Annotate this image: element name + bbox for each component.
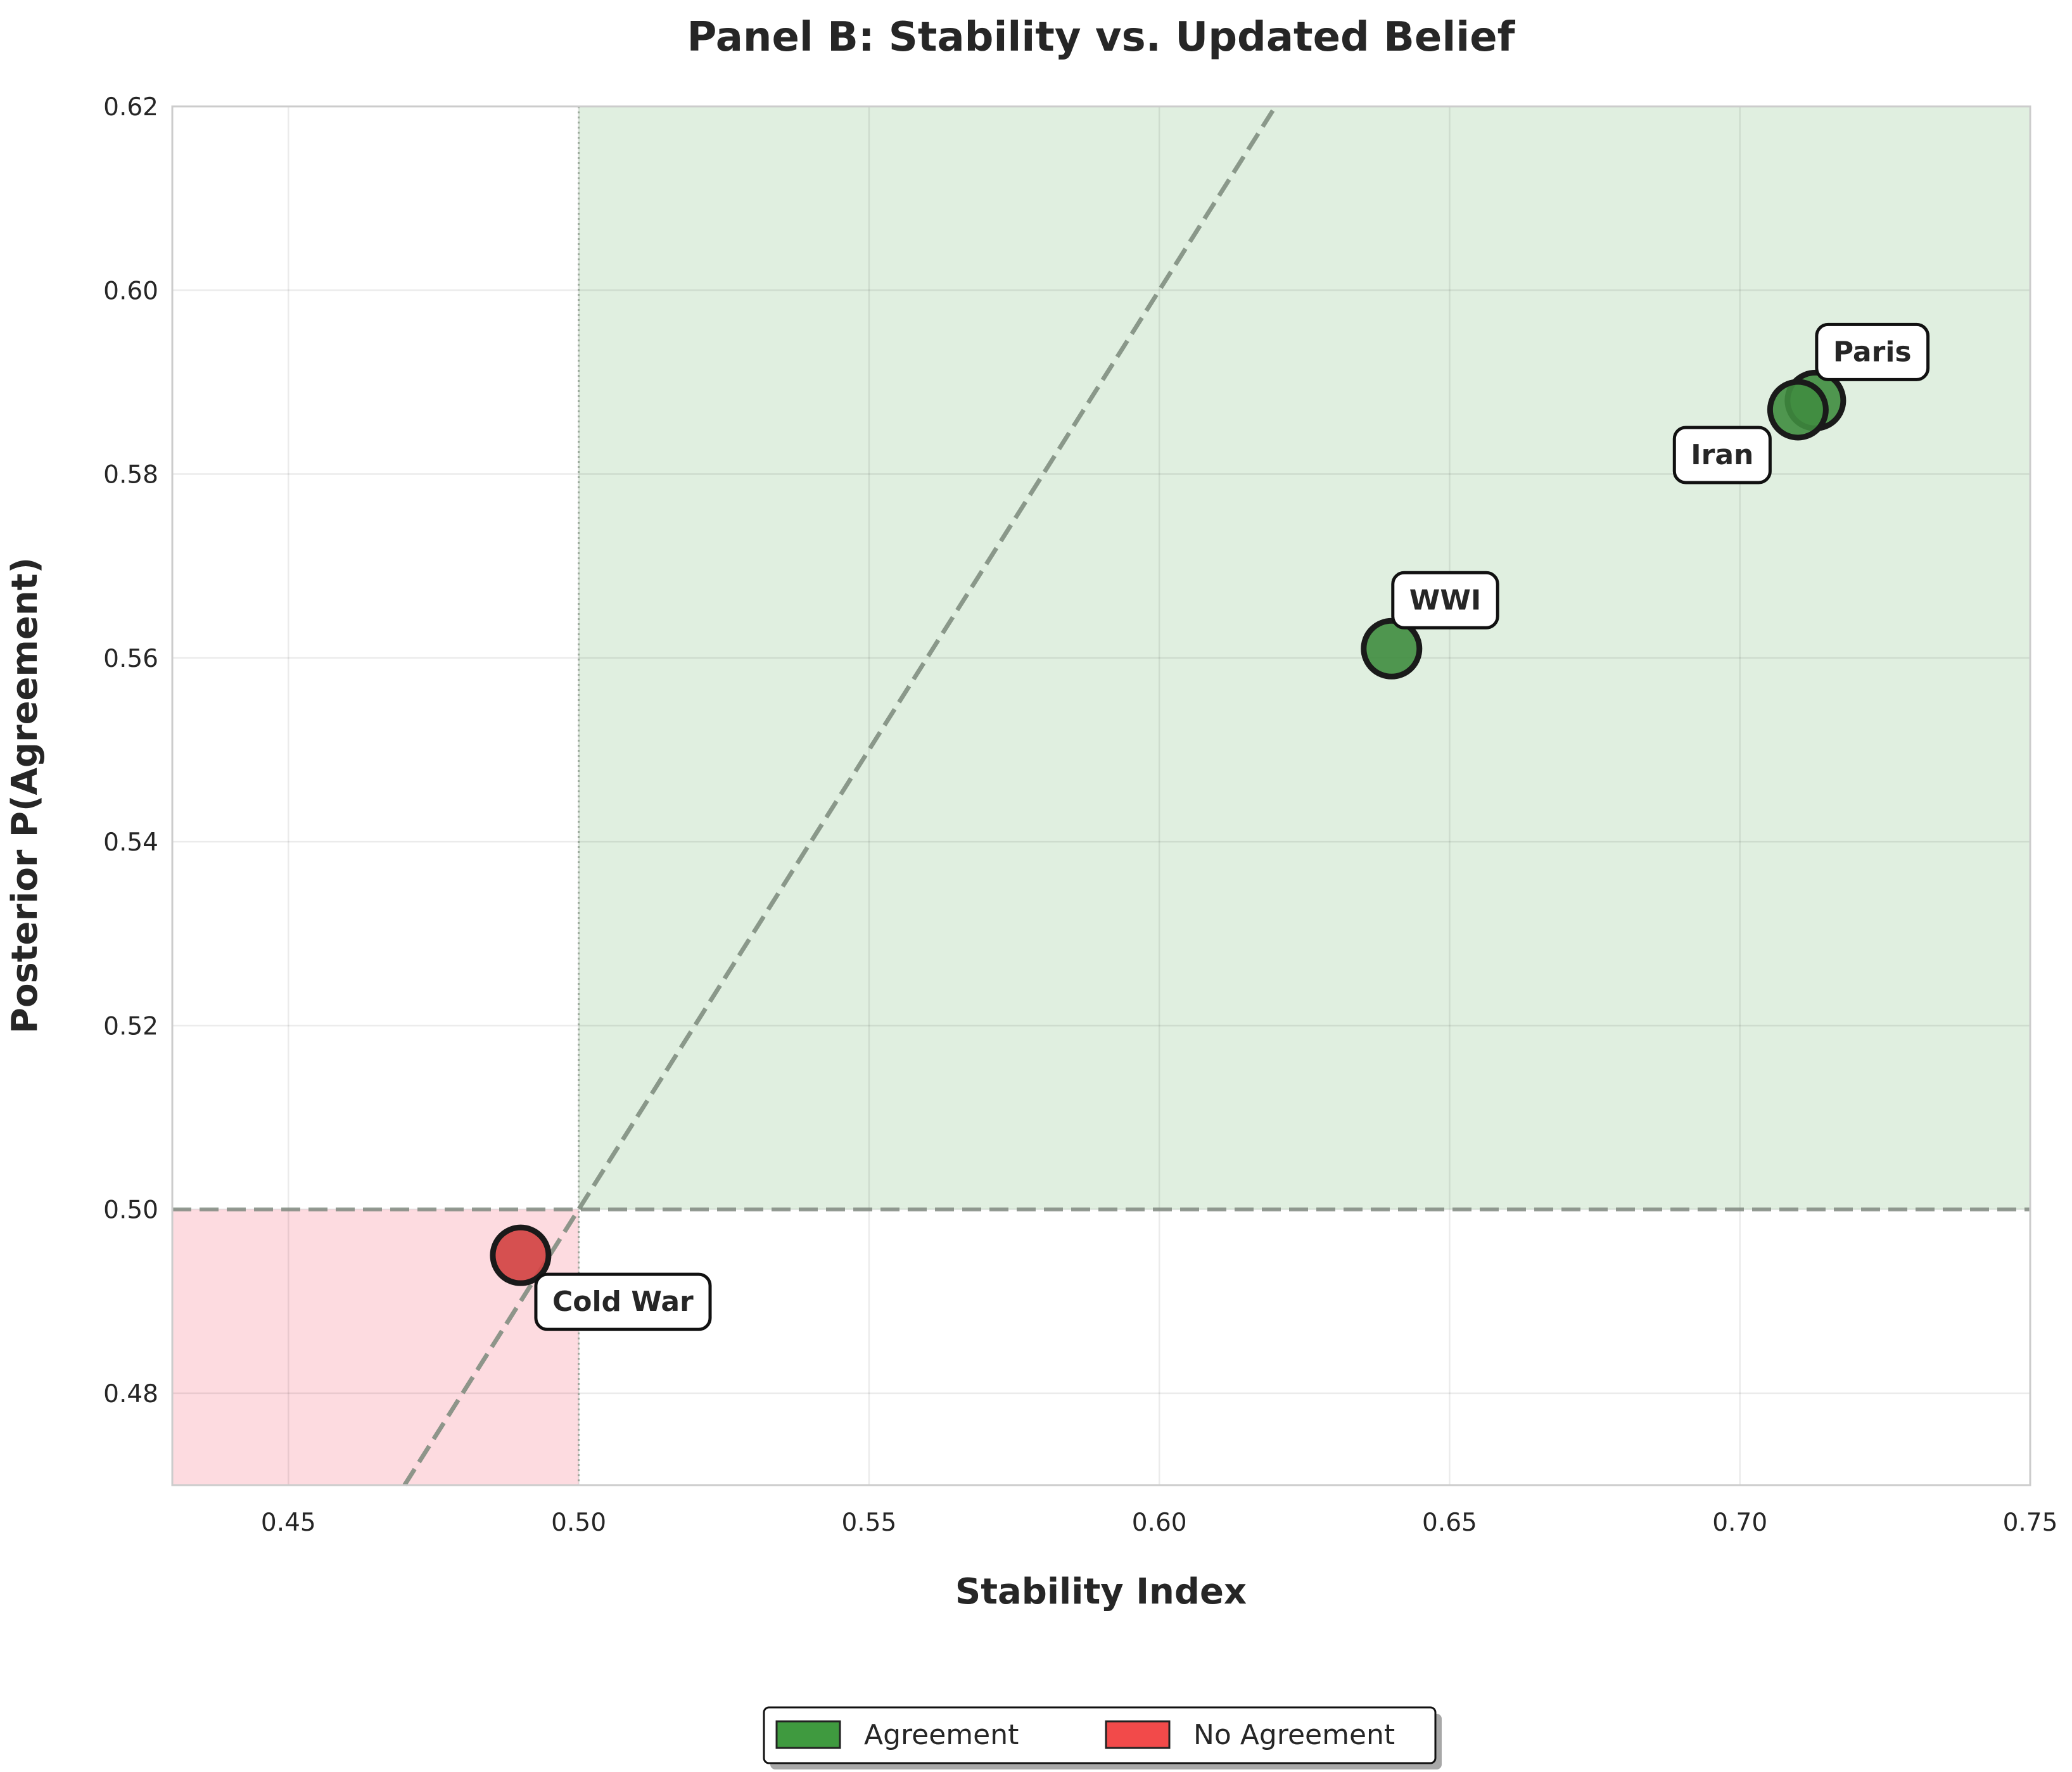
- legend-swatch-agreement: [775, 1720, 841, 1749]
- point-label-box: [1815, 322, 1930, 381]
- y-tick-label: 0.62: [103, 93, 158, 122]
- x-tick-label: 0.50: [551, 1509, 606, 1537]
- legend-swatch-no-agreement: [1105, 1720, 1171, 1749]
- x-axis-label: Stability Index: [955, 1571, 1247, 1612]
- point-label-cold-war: Cold War: [552, 1286, 694, 1318]
- chart-title: Panel B: Stability vs. Updated Belief: [687, 14, 1516, 61]
- y-tick-label: 0.58: [103, 461, 158, 490]
- y-tick-label: 0.54: [103, 828, 158, 857]
- legend-label-agreement: Agreement: [864, 1719, 1019, 1751]
- regions-layer: [172, 106, 2030, 1485]
- x-tick-label: 0.60: [1132, 1509, 1187, 1537]
- legend-label-no-agreement: No Agreement: [1193, 1719, 1395, 1751]
- x-tick-label: 0.65: [1422, 1509, 1477, 1537]
- region-agreement: [578, 106, 2030, 1210]
- y-tick-label: 0.60: [103, 277, 158, 305]
- legend: Agreement No Agreement: [763, 1706, 1442, 1769]
- y-tick-label: 0.56: [103, 645, 158, 673]
- point-cold-war: [490, 1224, 552, 1286]
- y-axis-label: Posterior P(Agreement): [4, 557, 46, 1034]
- y-tick-label: 0.52: [103, 1012, 158, 1041]
- x-tick-label: 0.55: [841, 1509, 896, 1537]
- x-tick-label: 0.70: [1712, 1509, 1767, 1537]
- point-label-box: [1391, 571, 1499, 630]
- y-tick-label: 0.50: [103, 1196, 158, 1225]
- point-label-box: [1672, 426, 1772, 484]
- point-iran: [1767, 379, 1829, 441]
- point-label-wwi: WWI: [1409, 584, 1481, 616]
- points-layer: Paris Iran WWI Cold War: [490, 322, 1930, 1331]
- y-tick-label: 0.48: [103, 1380, 158, 1408]
- legend-box: [763, 1706, 1437, 1764]
- tick-labels-layer: 0.45 0.50 0.55 0.60 0.65 0.70 0.75 0.48 0.50 0.52…: [103, 93, 2057, 1537]
- point-label-paris: Paris: [1833, 336, 1912, 368]
- point-wwi: [1361, 617, 1423, 680]
- point-label-iran: Iran: [1691, 439, 1753, 471]
- x-tick-label: 0.75: [2003, 1509, 2058, 1537]
- point-label-box: [534, 1272, 712, 1331]
- plot-frame: [171, 105, 2031, 1486]
- reference-lines-layer: [172, 105, 2030, 1486]
- x-tick-label: 0.45: [261, 1509, 316, 1537]
